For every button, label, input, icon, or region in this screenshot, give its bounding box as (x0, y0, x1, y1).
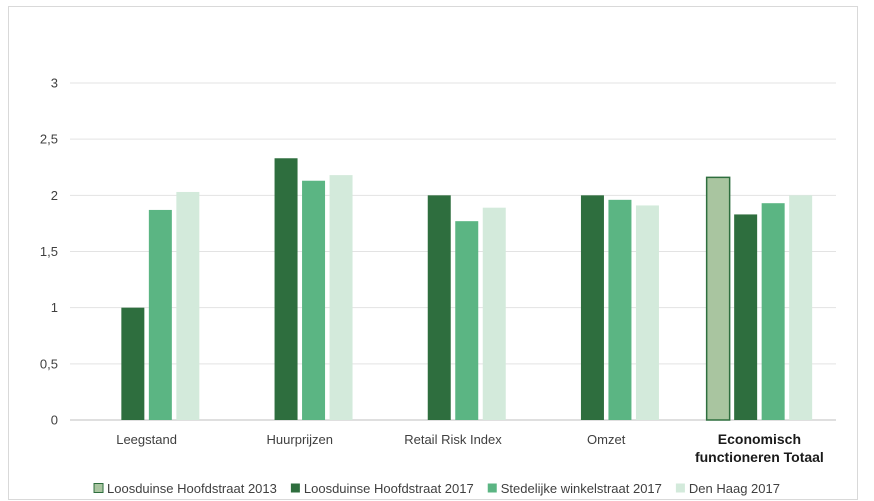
bar (762, 203, 785, 420)
y-tick-label: 1 (51, 300, 58, 315)
legend-label: Stedelijke winkelstraat 2017 (501, 481, 662, 496)
bar (581, 195, 604, 420)
y-tick-label: 2,5 (40, 132, 58, 147)
legend-swatch (94, 484, 103, 493)
bar (149, 210, 172, 420)
legend-label: Loosduinse Hoofdstraat 2017 (304, 481, 474, 496)
x-tick-label: Economisch (718, 431, 801, 447)
bar (455, 221, 478, 420)
bar (176, 192, 199, 420)
legend-label: Loosduinse Hoofdstraat 2013 (107, 481, 277, 496)
bar (302, 181, 325, 420)
bar (330, 175, 353, 420)
bar (275, 158, 298, 420)
bar (428, 195, 451, 420)
y-tick-label: 0,5 (40, 356, 58, 371)
bar (608, 200, 631, 420)
bar (636, 205, 659, 420)
bar (483, 208, 506, 420)
x-tick-label: Huurprijzen (267, 432, 333, 447)
legend-label: Den Haag 2017 (689, 481, 780, 496)
x-tick-label: functioneren Totaal (695, 449, 824, 465)
x-tick-label: Retail Risk Index (404, 432, 502, 447)
bar (734, 214, 757, 420)
x-tick-label: Omzet (587, 432, 626, 447)
y-tick-label: 1,5 (40, 244, 58, 259)
bar (121, 308, 144, 420)
y-tick-label: 3 (51, 76, 58, 91)
x-tick-label: Leegstand (116, 432, 177, 447)
y-tick-label: 0 (51, 413, 58, 428)
bar (789, 195, 812, 420)
legend-swatch (488, 484, 497, 493)
y-tick-label: 2 (51, 188, 58, 203)
bar (707, 177, 730, 420)
legend-swatch (676, 484, 685, 493)
legend-swatch (291, 484, 300, 493)
